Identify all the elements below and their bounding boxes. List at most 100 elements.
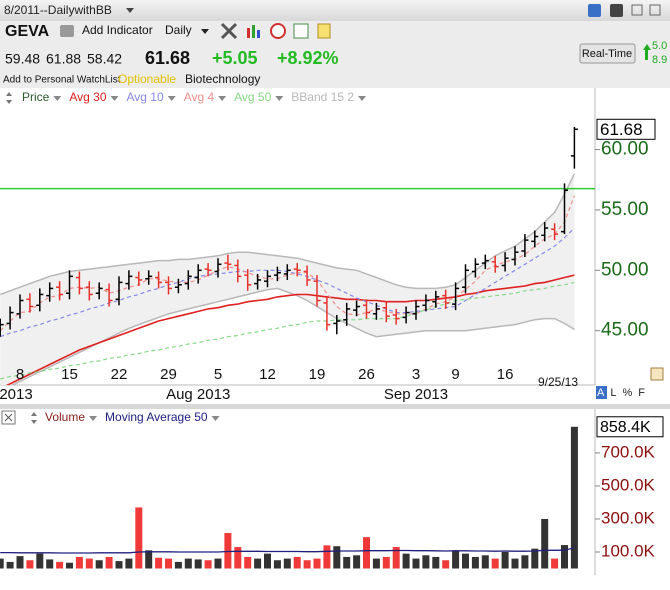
- realtime-button[interactable]: [579, 43, 636, 64]
- volume-bar: [174, 561, 182, 569]
- last-volume-box: [596, 416, 664, 438]
- legend-item[interactable]: Moving Average 50: [105, 410, 208, 424]
- move-handle[interactable]: [31, 412, 37, 424]
- dropdown-arrow[interactable]: [89, 416, 98, 421]
- window-button[interactable]: [649, 4, 661, 16]
- control[interactable]: %: [622, 387, 632, 399]
- volume-bar: [521, 555, 529, 569]
- x-tick-label: 16: [497, 366, 514, 383]
- change: +5.05: [212, 48, 258, 68]
- volume-bar: [165, 558, 172, 569]
- legend-item[interactable]: Price: [22, 90, 50, 104]
- volume-bar: [372, 558, 380, 569]
- close-box[interactable]: [4, 413, 13, 422]
- dropdown-arrow[interactable]: [201, 29, 209, 34]
- dropdown-arrow[interactable]: [126, 8, 134, 13]
- last-price: 61.68: [600, 120, 643, 139]
- s-button[interactable]: [588, 4, 601, 17]
- dropdown-arrow[interactable]: [211, 416, 220, 421]
- last-volume: 858.4K: [600, 419, 651, 436]
- title-bar: [0, 0, 670, 21]
- price-plot: [0, 126, 595, 385]
- control-highlight[interactable]: [596, 386, 607, 399]
- y-tick-label: 700.0K: [601, 442, 656, 461]
- volume-bar: [115, 561, 123, 569]
- dropdown-arrow[interactable]: [218, 96, 227, 101]
- legend-item[interactable]: Avg 50: [234, 90, 271, 104]
- toolbar-icons[interactable]: [220, 22, 331, 40]
- dropdown-arrow[interactable]: [110, 96, 119, 101]
- period[interactable]: Daily: [165, 23, 192, 37]
- y-tick-label: 60.00: [601, 139, 649, 160]
- x-tick-label: 26: [358, 366, 375, 383]
- bars-icon[interactable]: [247, 28, 250, 38]
- note-icon[interactable]: [317, 23, 331, 39]
- tool-icon[interactable]: [220, 22, 238, 40]
- dropdown-arrow[interactable]: [53, 96, 62, 101]
- x-tick-label: 19: [309, 366, 326, 383]
- volume-bar: [471, 556, 479, 569]
- control[interactable]: A: [597, 387, 605, 399]
- volume-bar: [234, 547, 242, 569]
- print-icon[interactable]: [60, 25, 74, 37]
- volume-bar: [194, 559, 202, 569]
- dropdown-arrow[interactable]: [275, 96, 284, 101]
- volume-bar: [481, 555, 489, 569]
- side-change: 8.9: [652, 54, 667, 66]
- volume-bar: [551, 558, 559, 569]
- volume-bar: [75, 556, 83, 569]
- legend-item[interactable]: Avg 10: [127, 90, 164, 104]
- volume-bar: [145, 550, 153, 569]
- add-indicator[interactable]: Add Indicator: [82, 23, 153, 37]
- low: 58.42: [87, 51, 122, 67]
- volume-bar: [323, 545, 331, 569]
- legend-item[interactable]: Avg 30: [69, 90, 106, 104]
- volume-bar: [26, 560, 34, 569]
- window-button[interactable]: [631, 4, 643, 16]
- volume-bar: [214, 558, 222, 569]
- legend-item[interactable]: Volume: [45, 410, 85, 424]
- pencil-icon[interactable]: [650, 367, 664, 381]
- calc-icon[interactable]: [293, 23, 309, 39]
- volume-bar: [531, 548, 539, 569]
- watchlist-link[interactable]: Add to Personal WatchList: [3, 75, 121, 86]
- volume-bar: [422, 555, 430, 569]
- volume-bar: [541, 518, 549, 569]
- volume-bar: [343, 556, 351, 569]
- layout-name[interactable]: 8/2011--DailywithBB: [4, 3, 112, 17]
- volume-bar: [244, 556, 252, 569]
- bars-icon[interactable]: [257, 30, 260, 38]
- legend-item[interactable]: BBand 15 2: [291, 90, 354, 104]
- legend-item[interactable]: Avg 4: [184, 90, 215, 104]
- volume-average: [0, 547, 575, 554]
- x-tick-label: 9: [451, 366, 459, 383]
- optionable: Optionable: [118, 72, 176, 86]
- volume-bar: [353, 555, 361, 569]
- realtime-label[interactable]: Real-Time: [582, 48, 632, 60]
- volume-bar: [363, 537, 370, 569]
- y-tick-label: 500.0K: [601, 475, 656, 494]
- t-button[interactable]: [610, 4, 623, 17]
- control[interactable]: L: [610, 387, 616, 399]
- volume-bar: [56, 561, 64, 569]
- volume-bar: [561, 545, 568, 569]
- dropdown-arrow[interactable]: [358, 96, 366, 101]
- volume-bar: [570, 426, 578, 569]
- up-arrow: [643, 44, 651, 50]
- month-label: Sep 2013: [384, 386, 448, 403]
- clock-icon[interactable]: [270, 23, 286, 39]
- control[interactable]: F: [638, 387, 645, 399]
- volume-bar: [491, 558, 499, 569]
- change-pct: +8.92%: [277, 48, 339, 68]
- volume-bar: [125, 558, 133, 569]
- dropdown-arrow[interactable]: [167, 96, 176, 101]
- bars-icon[interactable]: [252, 25, 255, 38]
- volume-bar: [66, 562, 73, 569]
- volume-bar: [313, 558, 321, 569]
- date-label: 9/25/13: [538, 375, 578, 389]
- volume-bar: [392, 547, 400, 569]
- move-handle[interactable]: [6, 92, 12, 104]
- y-tick-label: 45.00: [601, 320, 649, 341]
